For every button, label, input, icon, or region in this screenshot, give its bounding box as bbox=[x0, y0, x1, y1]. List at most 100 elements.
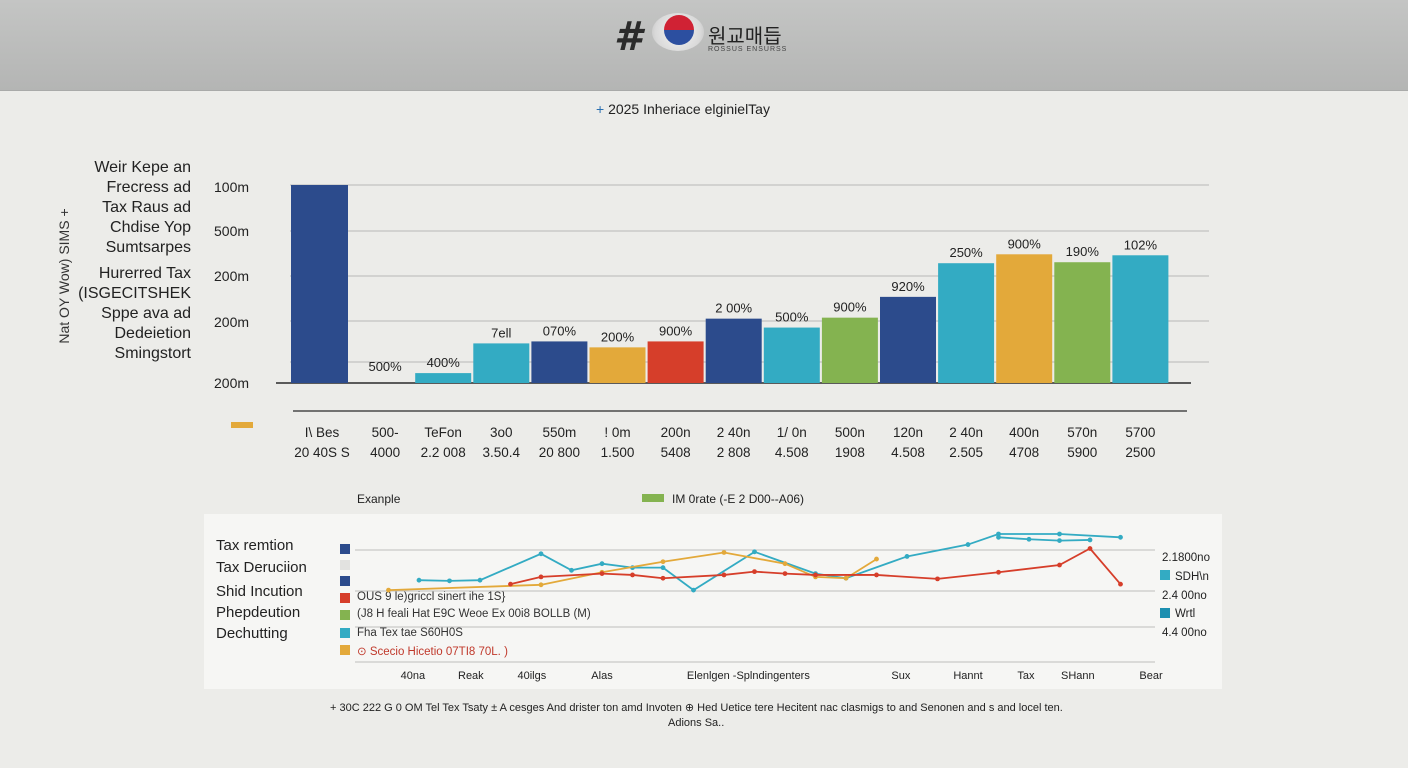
x-category-label: 500- bbox=[371, 425, 399, 440]
desc-line: Frecress ad bbox=[106, 179, 191, 196]
legend-swatch-red bbox=[340, 593, 350, 603]
x-category-label: TeFon bbox=[424, 425, 462, 440]
data-point bbox=[874, 556, 879, 562]
bar bbox=[763, 327, 820, 383]
bar bbox=[647, 341, 704, 383]
bar bbox=[531, 341, 588, 383]
x-category-label: 2 40n bbox=[949, 425, 983, 440]
logo: # 원교매듭 ROSSUS ENSURSS bbox=[612, 10, 802, 70]
data-point bbox=[904, 554, 910, 559]
legend-swatch-orange bbox=[231, 422, 253, 428]
series-line bbox=[388, 551, 877, 591]
bar bbox=[589, 347, 646, 383]
x-category-label: 3.50.4 bbox=[482, 445, 521, 460]
series-label: Phepdeution bbox=[216, 604, 301, 621]
bar bbox=[1112, 255, 1169, 383]
x-category-label: 3o0 bbox=[490, 425, 513, 440]
right-value: 2.1800no bbox=[1162, 552, 1210, 564]
header-banner: # 원교매듭 ROSSUS ENSURSS bbox=[0, 0, 1408, 91]
bar bbox=[821, 317, 878, 383]
bar bbox=[996, 254, 1053, 383]
x-category-label: 550m bbox=[542, 425, 577, 440]
right-value: 2.4 00no bbox=[1162, 590, 1207, 602]
desc-line: Tax Raus ad bbox=[102, 199, 191, 216]
data-point bbox=[660, 575, 666, 581]
x-tick-label: Hannt bbox=[953, 670, 983, 682]
x-category-label: 20 800 bbox=[538, 445, 581, 460]
bar bbox=[705, 318, 762, 383]
data-point bbox=[1118, 581, 1123, 587]
x-category-label: ! 0m bbox=[604, 425, 631, 440]
bar-value-label: 900% bbox=[1008, 236, 1042, 251]
bar bbox=[291, 185, 348, 383]
x-category-label: 1/ 0n bbox=[776, 425, 807, 440]
x-category-label: 4708 bbox=[1009, 445, 1040, 460]
chart-title-text: 2025 Inheriace elginielTay bbox=[608, 101, 770, 117]
legend-swatch-green bbox=[340, 610, 350, 620]
x-category-label: 20 40S S bbox=[294, 445, 350, 460]
x-category-label: I\ Bes bbox=[304, 425, 340, 440]
x-category-label: 2 40n bbox=[716, 425, 751, 440]
legend-swatch-cyan bbox=[340, 628, 350, 638]
logo-hash-mark: # bbox=[614, 14, 642, 60]
data-point bbox=[1026, 536, 1032, 542]
x-category-label: 2 808 bbox=[716, 445, 751, 460]
y-tick-label: 200m bbox=[214, 314, 250, 330]
data-point bbox=[1057, 531, 1062, 537]
desc-line: Smingstort bbox=[114, 345, 191, 362]
x-tick-label: Tax bbox=[1017, 670, 1035, 682]
bar-value-label: 2 00% bbox=[715, 301, 752, 316]
x-category-label: 570n bbox=[1067, 425, 1098, 440]
x-category-label: 4.508 bbox=[774, 445, 809, 460]
right-value: SDH\n bbox=[1175, 571, 1209, 583]
x-category-label: 2.505 bbox=[949, 445, 983, 460]
desc-line: Hurerred Tax bbox=[98, 265, 191, 282]
footnote-2: Adions Sa.. bbox=[668, 717, 725, 729]
bar-value-label: 900% bbox=[659, 323, 693, 338]
x-category-label: 1.500 bbox=[600, 445, 635, 460]
data-point bbox=[996, 534, 1001, 540]
data-point bbox=[447, 578, 452, 584]
desc-line: (ISGECITSHEK bbox=[78, 285, 191, 302]
legend-swatch-orange bbox=[340, 645, 350, 655]
legend-text: OUS 9 le)griccl sinert ihe 1S} bbox=[357, 591, 506, 603]
series-line bbox=[998, 536, 1091, 542]
legend-text: Fha Tex tae S60H0S bbox=[357, 627, 463, 639]
x-category-label: 5408 bbox=[660, 445, 691, 460]
data-point bbox=[935, 576, 940, 582]
bar-value-label: 200% bbox=[601, 329, 635, 344]
data-point bbox=[1087, 546, 1093, 551]
legend-swatch-navy bbox=[340, 544, 350, 554]
x-category-label: 120n bbox=[892, 425, 924, 440]
x-category-label: 4.508 bbox=[891, 445, 925, 460]
data-point bbox=[752, 569, 757, 575]
data-point bbox=[569, 567, 574, 573]
right-value: 4.4 00no bbox=[1162, 627, 1207, 639]
chart-title: + 2025 Inheriace elginielTay bbox=[596, 101, 770, 117]
data-point bbox=[691, 587, 696, 593]
data-point bbox=[752, 549, 757, 555]
data-point bbox=[660, 565, 666, 571]
footnote: + 30C 222 G 0 OM Tel Tex Tsaty ± A cesge… bbox=[330, 702, 1063, 714]
x-category-label: 5900 bbox=[1067, 445, 1098, 460]
legend-swatch-green bbox=[642, 494, 664, 502]
data-point bbox=[1087, 537, 1093, 543]
bar-value-label: 920% bbox=[891, 279, 925, 294]
desc-line: Sppe ava ad bbox=[101, 305, 191, 322]
legend-text: (J8 H feali Hat E9C Weoe Ex 00i8 BOLLB (… bbox=[357, 608, 591, 620]
description-block: Weir Kepe an Frecress ad Tax Raus ad Chd… bbox=[78, 158, 191, 364]
x-tick-label: SHann bbox=[1060, 670, 1095, 682]
legend-text: ⊙ Scecio Hicetio 07TI8 70L. ) bbox=[357, 646, 508, 658]
data-point bbox=[538, 574, 544, 580]
bar-value-label: 400% bbox=[427, 355, 461, 370]
x-category-label: 500n bbox=[834, 425, 865, 440]
bar-value-label: 7ell bbox=[491, 325, 511, 340]
bar-value-label: 500% bbox=[775, 310, 809, 325]
logo-subtitle: ROSSUS ENSURSS bbox=[708, 46, 788, 53]
x-category-label: 1908 bbox=[834, 445, 865, 460]
x-category-label: 2500 bbox=[1125, 445, 1156, 460]
data-point bbox=[538, 551, 544, 557]
desc-line: Weir Kepe an bbox=[94, 159, 191, 176]
data-point bbox=[721, 572, 727, 578]
logo-name: 원교매듭 bbox=[708, 24, 782, 48]
